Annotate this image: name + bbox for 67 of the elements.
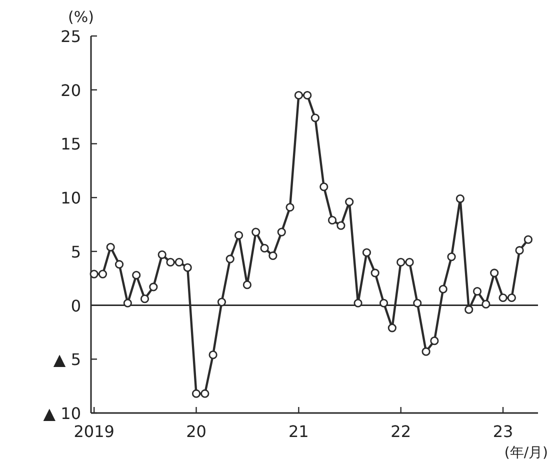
point: [166, 258, 175, 266]
point: [507, 293, 516, 302]
point: [524, 235, 533, 244]
point: [268, 251, 278, 260]
point: [217, 298, 226, 306]
x-tick-label: 20: [186, 422, 206, 441]
point: [379, 298, 388, 308]
y-axis-title: (%): [68, 8, 94, 26]
point: [422, 347, 430, 356]
y-tick-label: 20: [60, 80, 81, 100]
point: [482, 300, 490, 309]
point: [464, 305, 474, 314]
point: [336, 221, 346, 230]
point: [183, 263, 192, 272]
point: [345, 198, 354, 206]
point: [200, 389, 210, 398]
point: [456, 194, 464, 203]
point: [98, 270, 108, 278]
point: [303, 90, 312, 100]
x-tick-label: 22: [390, 422, 412, 441]
point: [294, 90, 303, 100]
point: [413, 298, 422, 308]
point: [370, 268, 380, 278]
y-tick-label: ▲ 5: [53, 350, 81, 370]
point: [438, 284, 448, 294]
point: [405, 258, 414, 266]
point: [430, 336, 439, 346]
point: [320, 182, 328, 192]
x-axis-title: (年/月): [504, 445, 548, 461]
point: [396, 258, 406, 266]
y-tick-label: 5: [70, 242, 81, 262]
point: [286, 202, 294, 212]
x-tick-label: 23: [492, 422, 514, 441]
point: [354, 298, 362, 308]
point: [226, 254, 234, 264]
point: [192, 389, 201, 398]
point: [208, 350, 218, 360]
point: [515, 246, 524, 255]
point: [132, 270, 141, 280]
y-tick-label: 10: [60, 188, 81, 208]
point: [472, 286, 482, 296]
y-tick-label: 25: [60, 27, 81, 46]
point: [158, 250, 166, 259]
point: [260, 244, 269, 252]
point: [490, 268, 499, 278]
point: [328, 216, 337, 224]
point: [106, 242, 115, 252]
point: [277, 228, 286, 236]
y-tick-label: ▲ 10: [43, 404, 81, 423]
point: [149, 282, 158, 292]
point: [242, 280, 252, 290]
y-tick-label: 15: [60, 134, 81, 154]
point: [234, 230, 244, 240]
point: [174, 258, 184, 266]
point: [90, 270, 98, 278]
point: [388, 324, 396, 332]
point: [447, 252, 456, 262]
point: [123, 298, 132, 308]
x-tick-label: 2019: [74, 422, 114, 441]
point: [252, 228, 260, 236]
point: [140, 294, 150, 304]
y-tick-label: 0: [70, 296, 81, 316]
point: [498, 293, 508, 302]
point: [114, 260, 124, 269]
point: [362, 248, 371, 257]
point: [310, 114, 320, 122]
x-tick-label: 21: [288, 422, 309, 441]
